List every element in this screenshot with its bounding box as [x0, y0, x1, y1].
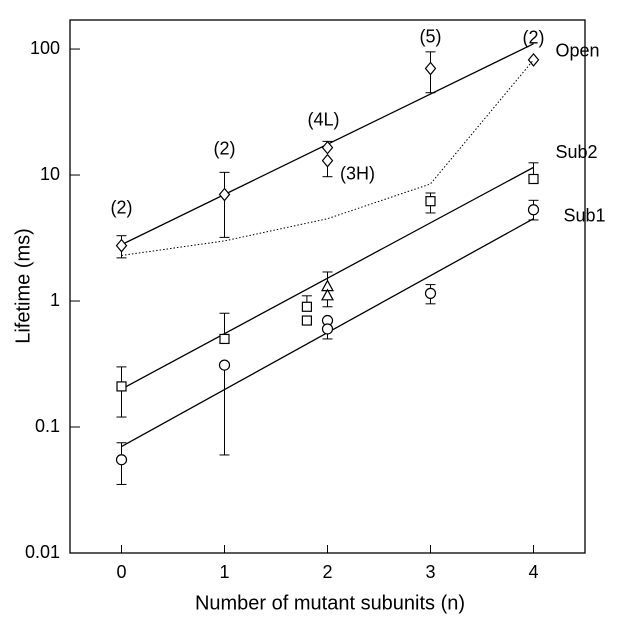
y-tick-label: 10	[40, 164, 60, 184]
marker	[424, 287, 437, 299]
x-tick-label: 3	[425, 562, 435, 582]
marker	[116, 381, 127, 392]
marker	[321, 153, 334, 168]
y-tick-label: 0.01	[25, 542, 60, 562]
series-label: Sub1	[564, 205, 606, 225]
marker	[115, 238, 128, 253]
x-tick-label: 2	[322, 562, 332, 582]
marker	[528, 173, 539, 185]
marker	[301, 315, 312, 326]
dotted-line	[121, 59, 534, 256]
marker	[425, 196, 436, 207]
point-label: (3H)	[340, 163, 375, 183]
marker	[424, 61, 437, 76]
point-label: (2)	[214, 138, 236, 158]
marker	[321, 323, 334, 335]
marker	[219, 333, 230, 345]
x-tick-label: 4	[528, 562, 538, 582]
marker	[320, 288, 335, 301]
x-tick-label: 1	[219, 562, 229, 582]
y-tick-label: 0.1	[35, 416, 60, 436]
series-label: Open	[556, 41, 600, 61]
x-tick-label: 0	[116, 562, 126, 582]
marker	[301, 301, 312, 312]
marker	[527, 52, 540, 67]
point-label: (2)	[111, 197, 133, 217]
y-axis-title: Lifetime (ms)	[12, 228, 34, 344]
marker	[218, 187, 231, 202]
point-label: (5)	[420, 26, 442, 46]
marker	[115, 454, 128, 466]
marker	[527, 204, 540, 216]
marker	[321, 140, 334, 155]
series-label: Sub2	[556, 142, 598, 162]
error-bar	[219, 365, 230, 456]
y-tick-label: 100	[30, 38, 60, 58]
point-label: (2)	[523, 28, 545, 48]
marker	[218, 359, 231, 371]
y-tick-label: 1	[50, 290, 60, 310]
x-axis-title: Number of mutant subunits (n)	[195, 592, 465, 614]
point-label: (4L)	[307, 109, 339, 129]
error-bar	[219, 171, 230, 238]
error-bar	[116, 366, 127, 418]
